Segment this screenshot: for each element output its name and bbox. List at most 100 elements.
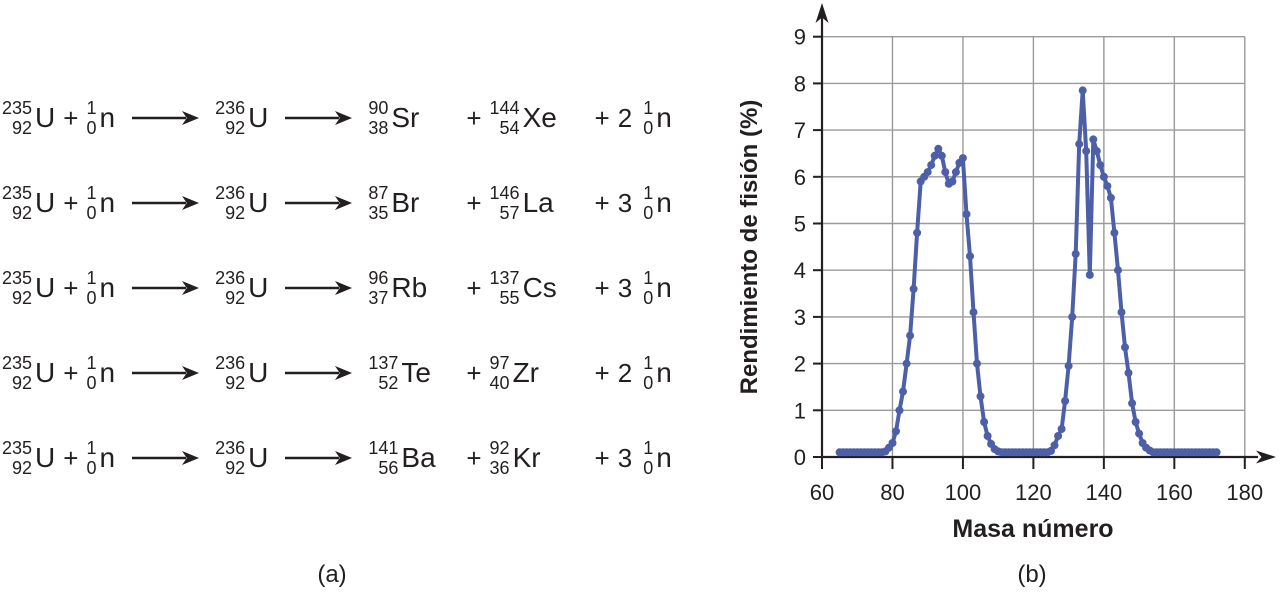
neutron-coefficient: 2 <box>617 102 633 133</box>
y-tick-label: 7 <box>794 118 806 143</box>
plus-sign: + <box>63 272 79 303</box>
product-2-slot: 144 54 Xe <box>490 98 587 138</box>
element-symbol: n <box>99 357 116 388</box>
x-tick-label: 60 <box>810 480 834 505</box>
atomic-number: 37 <box>368 288 389 308</box>
reaction-arrow-icon <box>284 365 353 381</box>
mass-number: 236 <box>215 97 246 118</box>
element-symbol: U <box>35 357 56 388</box>
atomic-number: 0 <box>86 458 97 478</box>
atomic-number: 36 <box>489 458 510 478</box>
data-point <box>966 252 974 261</box>
mass-number: 146 <box>489 182 520 203</box>
x-tick-label: 120 <box>1015 480 1052 505</box>
mass-number: 137 <box>368 352 399 373</box>
product-2-slot: 97 40 Zr <box>490 353 587 393</box>
atomic-number: 92 <box>225 118 246 138</box>
mass-number: 1 <box>643 437 654 458</box>
element-symbol: Rb <box>391 272 428 303</box>
mass-number: 235 <box>2 267 33 288</box>
element-symbol: U <box>35 442 56 473</box>
product-1-slot: 87 35 Br <box>368 183 458 223</box>
product-1-slot: 141 56 Ba <box>368 438 458 478</box>
nuclide-scripts: 235 92 <box>2 268 32 308</box>
plus-sign: + <box>466 187 482 218</box>
element-symbol: n <box>99 187 116 218</box>
data-point <box>1099 172 1108 181</box>
data-point <box>1068 312 1077 321</box>
plus-sign: + <box>63 357 79 388</box>
data-point <box>1075 140 1084 149</box>
mass-number: 144 <box>489 97 520 118</box>
plus-sign: + <box>594 442 610 473</box>
y-tick-label: 8 <box>794 71 806 96</box>
atomic-number: 92 <box>225 458 246 478</box>
mass-number: 137 <box>489 267 520 288</box>
plus-sign: + <box>466 102 482 133</box>
y-axis-arrow-icon <box>815 3 829 23</box>
mass-number: 235 <box>2 182 33 203</box>
element-symbol: Kr <box>512 442 541 473</box>
element-symbol: n <box>99 102 116 133</box>
nuclide-U: 235 92 U <box>2 183 55 223</box>
yield-curve <box>835 86 1221 457</box>
plus-sign: + <box>594 357 610 388</box>
element-symbol: Xe <box>522 102 557 133</box>
nuclide-Rb: 96 37 Rb <box>368 268 427 308</box>
mass-number: 235 <box>2 352 33 373</box>
mass-number: 236 <box>215 437 246 458</box>
element-symbol: Ba <box>401 442 436 473</box>
atomic-number: 54 <box>499 118 520 138</box>
element-symbol: U <box>248 272 269 303</box>
mass-number: 1 <box>643 352 654 373</box>
reaction-arrow-icon <box>131 195 200 211</box>
element-symbol: Te <box>401 357 431 388</box>
nuclide-scripts: 137 52 <box>368 353 398 393</box>
mass-number: 1 <box>86 97 97 118</box>
data-point <box>892 427 900 436</box>
element-symbol: n <box>656 442 672 473</box>
x-tick-label: 180 <box>1226 480 1263 505</box>
mass-number: 90 <box>368 97 389 118</box>
plus-sign: + <box>594 102 610 133</box>
neutron-coefficient: 3 <box>617 187 633 218</box>
atomic-number: 0 <box>643 118 654 138</box>
data-point <box>909 284 918 293</box>
x-axis-arrow-icon <box>1256 450 1276 464</box>
atomic-number: 92 <box>225 288 246 308</box>
equation-row: 235 92 U +1 0 n 236 92 U 137 52 Te +97 40 Zr +2 1 0 n <box>2 345 672 401</box>
data-point <box>951 168 960 177</box>
nuclide-U: 236 92 U <box>215 268 268 308</box>
reaction-arrow-icon <box>131 365 200 381</box>
mass-number: 235 <box>2 437 33 458</box>
atomic-number: 38 <box>368 118 389 138</box>
nuclide-U: 236 92 U <box>215 183 268 223</box>
caption-a: (a) <box>317 561 347 588</box>
product-1-slot: 96 37 Rb <box>368 268 458 308</box>
mass-number: 1 <box>86 267 97 288</box>
product-2-slot: 92 36 Kr <box>490 438 587 478</box>
element-symbol: U <box>35 272 56 303</box>
mass-number: 1 <box>86 352 97 373</box>
nuclide-scripts: 236 92 <box>215 438 245 478</box>
data-point <box>958 154 967 163</box>
nuclide-scripts: 87 35 <box>368 183 388 223</box>
x-tick-label: 100 <box>945 480 982 505</box>
data-point <box>1082 147 1091 156</box>
tick-marks <box>813 35 1246 469</box>
data-point <box>1054 432 1063 440</box>
plus-sign: + <box>63 187 79 218</box>
data-point <box>976 392 985 401</box>
nuclide-Cs: 137 55 Cs <box>490 268 557 308</box>
atomic-number: 0 <box>86 203 97 223</box>
reaction-arrow-icon <box>131 450 200 466</box>
data-point <box>1128 399 1137 408</box>
